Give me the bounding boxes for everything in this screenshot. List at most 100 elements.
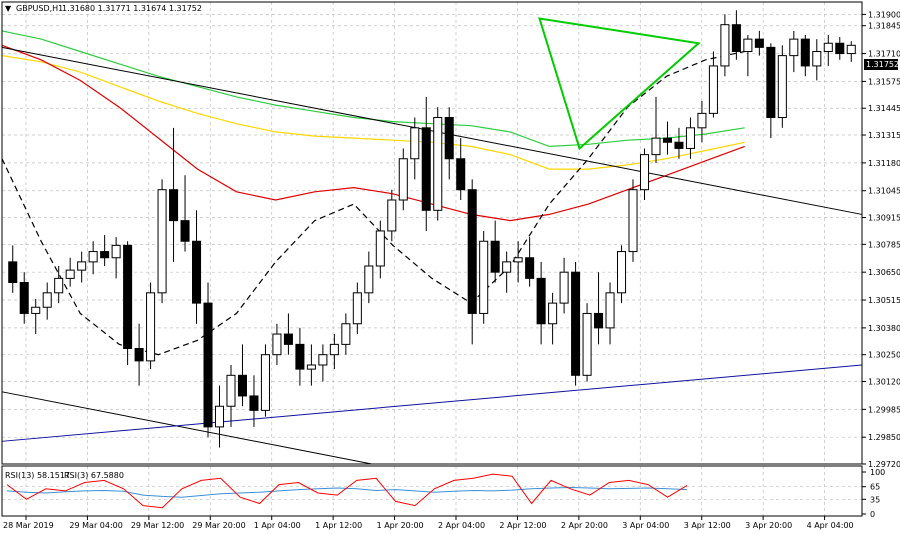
ma-yellow-line <box>1 55 745 170</box>
price-tick-label: 1.30120 <box>868 378 900 387</box>
price-tick-label: 1.29985 <box>868 405 900 414</box>
candle-body <box>31 306 41 314</box>
candle-body <box>192 240 202 304</box>
candle-body <box>812 51 822 67</box>
time-tick-label: 1 Apr 04:00 <box>254 521 301 530</box>
candle-body <box>88 251 98 263</box>
rsi-tick-label: 0 <box>870 510 875 519</box>
rsi-tick-label: 65 <box>870 483 880 492</box>
candle-body <box>65 269 75 279</box>
price-axis: 1.31900 1.31845 1.31710 1.31575 1.31445 1.313… <box>862 10 900 469</box>
current-price-tag-text: 1.31752 <box>866 60 899 69</box>
time-tick-label: 3 Apr 04:00 <box>622 521 669 530</box>
candle-body <box>571 271 581 376</box>
candle-body <box>536 277 546 325</box>
candle-body <box>433 117 443 211</box>
rsi13-line <box>6 486 688 498</box>
main-panel-frame <box>1 1 863 465</box>
price-tick-label: 1.30785 <box>868 240 900 249</box>
trendline-lower-falling[interactable] <box>1 391 372 465</box>
candle-body <box>743 38 753 52</box>
price-tick-label: 1.29850 <box>868 433 900 442</box>
candle-body <box>835 42 845 55</box>
candle-body <box>180 220 190 242</box>
candle-body <box>352 292 362 325</box>
time-tick-label: 2 Apr 12:00 <box>499 521 546 530</box>
candle-body <box>283 333 293 345</box>
rsi-tick-label: 35 <box>870 495 880 504</box>
candle-body <box>720 24 730 67</box>
candle-body <box>594 312 604 329</box>
time-tick-label: 1 Apr 12:00 <box>315 521 362 530</box>
price-tick-label: 1.31045 <box>868 187 900 196</box>
candlestick-series <box>8 10 856 448</box>
time-tick-label: 2 Apr 04:00 <box>438 521 485 530</box>
candle-body <box>42 292 52 308</box>
trendline-rising-support[interactable] <box>1 364 863 442</box>
candle-body <box>456 158 466 191</box>
price-tick-label: 1.31180 <box>868 159 900 168</box>
price-tick-label: 1.31445 <box>868 104 900 113</box>
price-tick-label: 1.30915 <box>868 214 900 223</box>
candle-body <box>628 189 638 253</box>
trendlines[interactable] <box>1 46 863 465</box>
time-tick-label: 3 Apr 12:00 <box>684 521 731 530</box>
candle-body <box>364 265 374 294</box>
time-tick-label: 29 Mar 12:00 <box>131 521 184 530</box>
triangle-pattern[interactable] <box>538 17 701 151</box>
time-tick-label: 29 Mar 20:00 <box>192 521 245 530</box>
candle-body <box>490 240 500 273</box>
price-tick-label: 1.30650 <box>868 268 900 277</box>
candle-body <box>766 46 776 118</box>
candle-body <box>823 42 833 52</box>
time-tick-label: 4 Apr 04:00 <box>807 521 854 530</box>
candle-body <box>777 55 787 118</box>
time-axis: 28 Mar 2019 29 Mar 04:00 29 Mar 12:00 29 Ma… <box>3 516 854 530</box>
candle-body <box>146 292 156 362</box>
candle-body <box>651 137 661 156</box>
triangle-outline[interactable] <box>538 17 701 151</box>
candle-body <box>134 348 144 362</box>
candle-body <box>410 127 420 160</box>
symbol-menu-glyph[interactable]: ▼ <box>5 4 12 13</box>
candle-body <box>375 230 385 267</box>
time-tick-label: 29 Mar 04:00 <box>69 521 122 530</box>
trendline-upper-falling[interactable] <box>1 46 863 215</box>
symbol-label: GBPUSD,H1 <box>16 4 63 13</box>
candle-body <box>754 38 764 48</box>
current-price-tag <box>864 59 898 70</box>
candle-body <box>387 199 397 232</box>
time-tick-label: 3 Apr 20:00 <box>745 521 792 530</box>
price-tick-label: 1.29720 <box>868 460 900 469</box>
candle-body <box>421 127 431 211</box>
candle-body <box>582 312 592 376</box>
ohlc-values: 1.31680 1.31771 1.31674 1.31752 <box>62 4 202 13</box>
rsi-panel: 100 65 35 0 <box>2 468 885 519</box>
candle-body <box>214 405 225 428</box>
rsi3-label: RSI(3) 67.5880 <box>64 471 124 480</box>
candle-body <box>662 137 672 143</box>
candle-body <box>169 189 179 222</box>
candle-body <box>674 141 684 149</box>
candle-body <box>800 38 810 67</box>
price-tick-label: 1.31575 <box>868 77 900 86</box>
candle-body <box>100 251 110 259</box>
candle-body <box>272 333 282 356</box>
candle-body <box>479 240 489 314</box>
rsi-panel-frame <box>1 465 863 517</box>
candle-body <box>697 112 707 129</box>
candle-body <box>157 189 167 294</box>
candle-body <box>329 343 339 356</box>
candle-body <box>8 261 18 283</box>
candle-body <box>731 24 741 52</box>
moving-averages <box>1 30 745 356</box>
price-tick-label: 1.30250 <box>868 351 900 360</box>
candle-body <box>77 261 87 271</box>
candle-body <box>467 189 477 314</box>
time-tick-label: 28 Mar 2019 <box>3 521 54 530</box>
time-tick-label: 1 Apr 20:00 <box>377 521 424 530</box>
candle-body <box>318 354 328 366</box>
candle-body <box>260 354 270 411</box>
